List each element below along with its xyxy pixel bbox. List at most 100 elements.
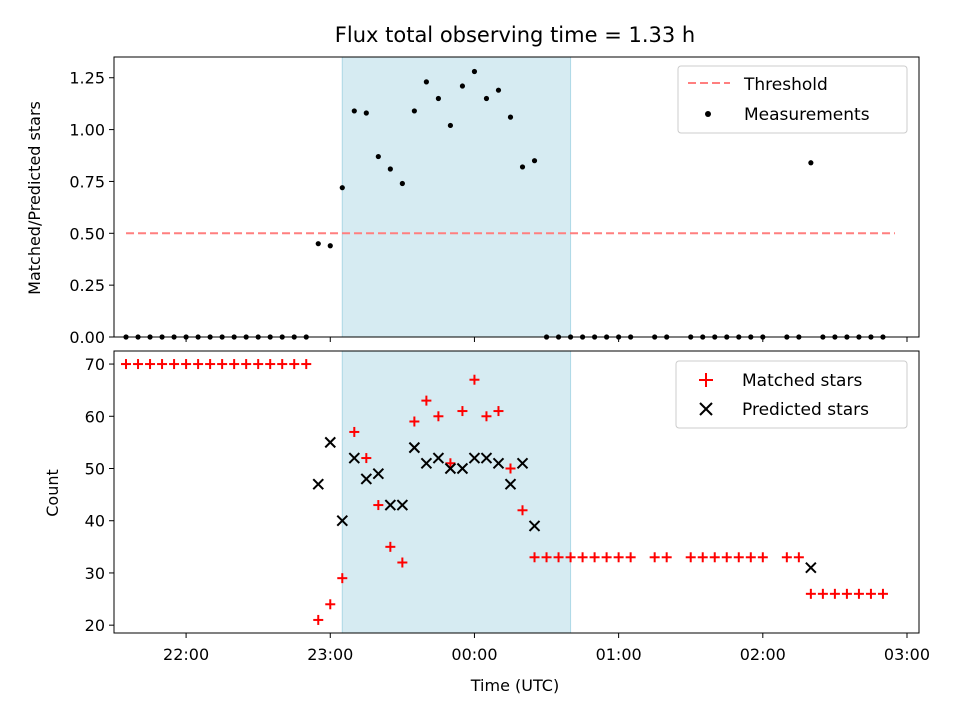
predicted-star-marker [480, 452, 493, 464]
matched-star-marker [781, 552, 792, 563]
matched-star-marker [829, 588, 840, 599]
matched-star-marker [193, 359, 204, 370]
x-tick-label: 22:00 [163, 645, 209, 664]
bottom-panel: 20 30 40 50 60 70 22:00 23:00 00:00 01:00 02:00 03… [43, 350, 930, 695]
predicted-star-marker [516, 457, 529, 469]
top-legend: Threshold Measurements [677, 65, 908, 134]
matched-star-marker [721, 552, 732, 563]
x-axis-label: Time (UTC) [470, 676, 559, 695]
matched-star-marker [709, 552, 720, 563]
matched-star-marker [133, 359, 144, 370]
legend-measurement-swatch [705, 111, 711, 117]
matched-star-marker [301, 359, 312, 370]
matched-star-marker [121, 359, 132, 370]
bottom-plot-frame [113, 350, 920, 634]
matched-star-marker [169, 359, 180, 370]
legend-measurements-label: Measurements [744, 105, 870, 125]
matched-star-marker [457, 406, 468, 417]
predicted-star-marker [432, 452, 445, 464]
bottom-y-tick-label: 20 [85, 616, 105, 635]
matched-star-marker [313, 614, 324, 625]
matched-star-marker [805, 588, 816, 599]
top-y-tick-label: 1.25 [69, 69, 105, 88]
matched-star-marker [481, 411, 492, 422]
top-y-tick-label: 0.75 [69, 172, 105, 191]
matched-star-marker [361, 453, 372, 464]
legend-matched-swatch [699, 373, 713, 387]
top-y-tick-label: 0.00 [69, 328, 105, 347]
x-tick-label: 02:00 [740, 645, 786, 664]
predicted-star-marker [324, 436, 336, 449]
measurement-point [531, 158, 538, 164]
matched-star-marker [565, 552, 576, 563]
matched-star-marker [877, 588, 888, 599]
matched-star-marker [469, 374, 480, 385]
top-legend-box [677, 65, 908, 134]
matched-stars-points [121, 359, 888, 625]
matched-star-marker [865, 588, 876, 599]
top-panel: 0.00 0.25 0.50 0.75 1.00 1.25 Matched/Predict… [25, 56, 920, 347]
top-y-axis: 0.00 0.25 0.50 0.75 1.00 1.25 [69, 69, 114, 347]
matched-star-marker [181, 359, 192, 370]
predicted-star-marker [396, 499, 409, 511]
measurement-point [507, 114, 514, 120]
measurement-point [483, 95, 490, 102]
x-tick-label: 23:00 [307, 645, 353, 664]
bottom-legend-box [675, 360, 908, 429]
matched-star-marker [697, 552, 708, 563]
legend-predicted-swatch [699, 402, 713, 416]
measurement-point [315, 241, 321, 247]
matched-star-marker [517, 505, 528, 516]
measurement-point [519, 164, 526, 170]
predicted-star-marker [468, 452, 481, 464]
measurement-point [435, 95, 442, 102]
predicted-star-marker [456, 462, 469, 475]
matched-star-marker [325, 599, 336, 610]
matched-star-marker [853, 588, 864, 599]
matched-star-marker [793, 552, 804, 563]
matched-star-marker [541, 552, 552, 563]
bottom-y-axis-label: Count [43, 469, 62, 517]
predicted-star-marker [360, 473, 373, 485]
matched-star-marker [373, 500, 384, 511]
matched-star-marker [397, 557, 408, 568]
matched-star-marker [277, 359, 288, 370]
matched-star-marker [589, 552, 600, 563]
matched-star-marker [529, 552, 540, 563]
measurement-point [375, 153, 381, 160]
matched-star-marker [229, 359, 240, 370]
observing-span-top [341, 56, 572, 338]
measurement-point [471, 68, 478, 75]
bottom-legend: Matched stars Predicted stars [675, 360, 908, 429]
measurement-point [459, 83, 466, 89]
x-tick-label: 03:00 [884, 645, 930, 664]
matched-star-marker [421, 395, 432, 406]
predicted-star-marker [372, 468, 385, 480]
top-y-tick-label: 0.50 [69, 224, 105, 243]
measurement-point [495, 87, 502, 93]
bottom-y-tick-label: 50 [85, 460, 105, 479]
measurement-point [423, 79, 429, 85]
predicted-star-marker [504, 478, 517, 490]
matched-star-marker [601, 552, 612, 563]
top-y-tick-label: 0.25 [69, 276, 105, 295]
predicted-star-marker [444, 462, 457, 475]
matched-star-marker [157, 359, 168, 370]
matched-star-marker [385, 541, 396, 552]
matched-star-marker [733, 552, 744, 563]
matched-star-marker [253, 359, 264, 370]
chart-title: Flux total observing time = 1.33 h [335, 23, 695, 47]
matched-star-marker [649, 552, 660, 563]
bottom-y-tick-label: 40 [85, 512, 105, 531]
matched-star-marker [205, 359, 216, 370]
predicted-star-marker [348, 452, 361, 464]
bottom-y-tick-label: 60 [85, 407, 105, 426]
matched-star-marker [661, 552, 672, 563]
measurement-point [387, 166, 393, 172]
predicted-star-marker [528, 520, 541, 532]
top-y-axis-label: Matched/Predicted stars [25, 101, 44, 295]
bottom-x-axis: 22:00 23:00 00:00 01:00 02:00 03:00 [163, 633, 930, 664]
predicted-star-marker [384, 499, 397, 511]
matched-star-marker [217, 359, 228, 370]
matched-star-marker [265, 359, 276, 370]
